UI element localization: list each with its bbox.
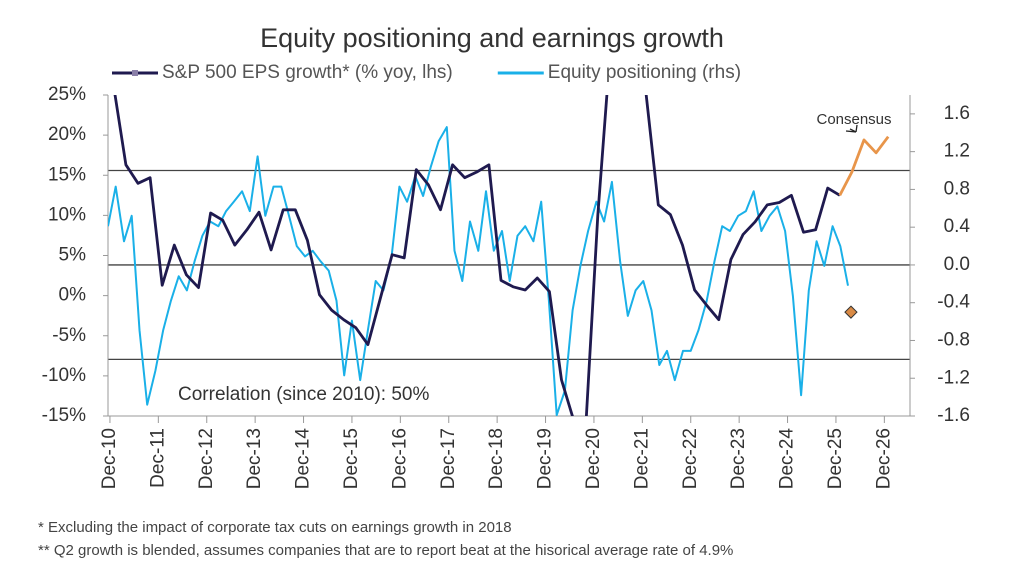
legend-label: S&P 500 EPS growth* (% yoy, lhs) (162, 62, 453, 83)
x-tick-label: Dec-13 (244, 428, 265, 489)
series-line (113, 95, 841, 416)
x-tick-label: Dec-16 (389, 428, 410, 489)
annotation-arrow (845, 124, 858, 133)
series-line (838, 135, 890, 196)
x-tick-label: Dec-11 (147, 428, 168, 488)
y-tick-label: 5% (59, 245, 87, 266)
x-tick-label: Dec-26 (873, 428, 894, 489)
y-tick-label: -15% (42, 405, 86, 426)
point-marker (844, 305, 858, 319)
y2-tick-label: 0.8 (944, 178, 970, 199)
plot-area (108, 95, 890, 416)
x-tick-label: Dec-23 (728, 428, 749, 489)
annotation: Consensus (816, 111, 891, 128)
y2-tick-label: 0.4 (944, 216, 971, 237)
y-tick-label: -10% (42, 365, 86, 386)
x-tick-label: Dec-10 (99, 428, 120, 489)
y-tick-label: 0% (59, 285, 87, 306)
x-tick-label: Dec-20 (583, 428, 604, 489)
y2-tick-label: -1.6 (937, 405, 970, 426)
y2-tick-label: 1.6 (944, 103, 970, 124)
y2-tick-label: -1.2 (937, 367, 970, 388)
x-tick-label: Dec-25 (825, 428, 846, 489)
x-tick-label: Dec-19 (535, 428, 556, 489)
x-tick-label: Dec-14 (293, 428, 314, 490)
x-tick-label: Dec-18 (486, 428, 507, 489)
y-tick-label: -5% (52, 325, 86, 346)
y2-tick-label: 0.0 (944, 254, 970, 275)
y-tick-label: 15% (48, 164, 86, 185)
footnote: * Excluding the impact of corporate tax … (38, 519, 512, 536)
y2-tick-label: 1.2 (944, 141, 970, 162)
y-tick-label: 25% (48, 84, 86, 105)
legend-label: Equity positioning (rhs) (548, 62, 741, 83)
series-line (108, 126, 849, 416)
y2-tick-label: -0.4 (937, 292, 970, 313)
x-tick-label: Dec-12 (196, 428, 217, 489)
x-tick-label: Dec-24 (777, 428, 798, 490)
x-tick-label: Dec-21 (631, 428, 652, 489)
x-tick-label: Dec-22 (680, 428, 701, 489)
x-tick-label: Dec-17 (438, 428, 459, 489)
y-tick-label: 10% (48, 204, 86, 225)
chart-title: Equity positioning and earnings growth (260, 23, 724, 53)
footnote: ** Q2 growth is blended, assumes compani… (38, 542, 733, 559)
annotation: Correlation (since 2010): 50% (178, 384, 429, 405)
y2-tick-label: -0.8 (937, 329, 970, 350)
y-tick-label: 20% (48, 124, 86, 145)
legend-marker (132, 70, 138, 76)
x-tick-label: Dec-15 (341, 428, 362, 489)
